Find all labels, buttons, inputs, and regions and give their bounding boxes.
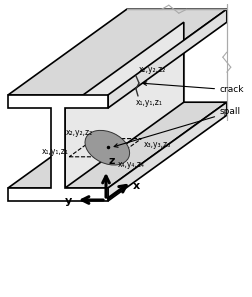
Polygon shape [8,95,108,201]
Text: x₂,y₂,z₂: x₂,y₂,z₂ [138,65,166,74]
Text: x₁,y₁,z₁: x₁,y₁,z₁ [41,147,68,156]
Ellipse shape [85,130,129,165]
Text: crack: crack [142,82,243,94]
Text: x₄,y₄,z₄: x₄,y₄,z₄ [118,160,144,169]
Text: x: x [133,181,140,191]
Text: spall: spall [114,108,240,147]
Text: z: z [109,156,115,166]
Polygon shape [108,9,226,108]
Text: x₂,y₂,z₂: x₂,y₂,z₂ [66,128,93,137]
Polygon shape [8,102,226,188]
Polygon shape [8,9,226,95]
Text: x₁,y₁,z₁: x₁,y₁,z₁ [136,98,162,107]
Text: x₃,y₃,z₃: x₃,y₃,z₃ [143,140,170,148]
Polygon shape [65,22,183,188]
Text: y: y [65,196,72,206]
Polygon shape [108,102,226,201]
